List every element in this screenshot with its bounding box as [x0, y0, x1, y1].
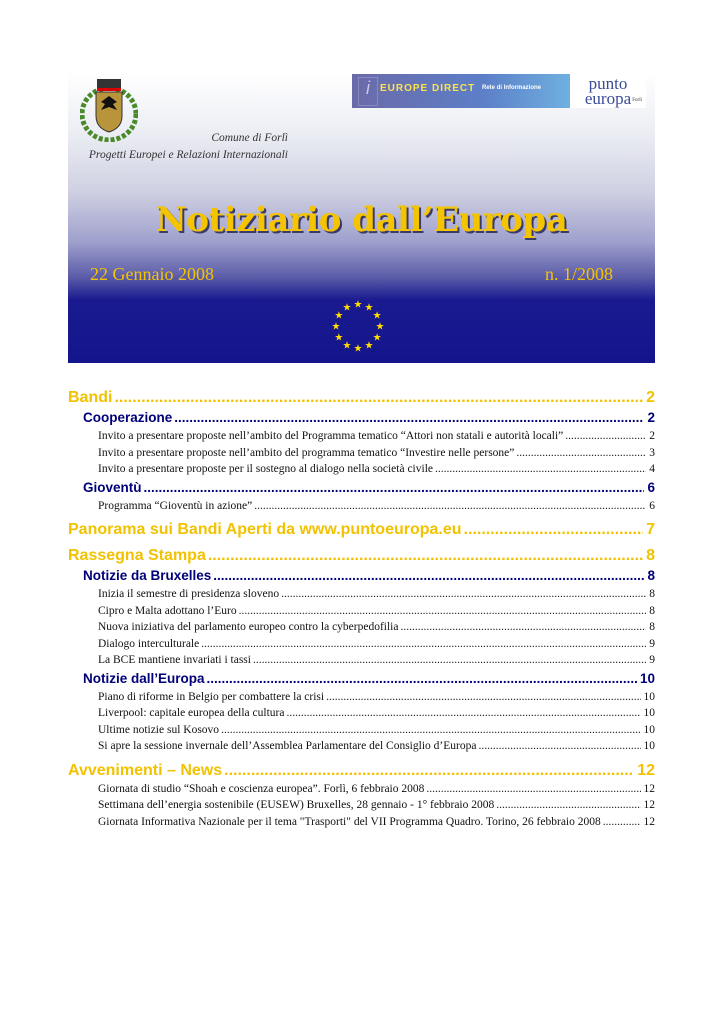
toc-page-number: 12: [640, 797, 655, 814]
toc-page-number: 9: [646, 635, 655, 652]
municipality-name: Comune di Forlì: [211, 132, 288, 144]
toc-page-number: 8: [646, 619, 655, 636]
toc-page-number: 2: [644, 408, 655, 428]
eu-star: ★: [376, 322, 385, 333]
partner-logos: i EUROPE DIRECT Rete di Informazione pun…: [352, 74, 646, 108]
toc-entry-text: Invito a presentare proposte per il sost…: [98, 463, 433, 475]
toc-entry-level1[interactable]: Bandi 2: [68, 388, 655, 408]
forli-coat-of-arms-icon: [80, 79, 138, 142]
toc-entry-text: Bandi: [68, 389, 112, 406]
toc-entry-level3[interactable]: Liverpool: capitale europea della cultur…: [98, 705, 655, 722]
eu-star: ★: [373, 311, 382, 322]
toc-entry-level3[interactable]: Ultime notizie sul Kosovo 10: [98, 721, 655, 738]
eu-stars-icon: ★ ★★★★★★★★★★★: [332, 300, 385, 355]
eu-star: ★: [334, 311, 343, 322]
toc-entry-level3[interactable]: Nuova iniziativa del parlamento europeo …: [98, 619, 655, 636]
eu-star: ★: [332, 322, 341, 333]
toc-entry-level3[interactable]: Giornata Informativa Nazionale per il te…: [98, 813, 655, 830]
toc-page-number: 12: [640, 780, 655, 797]
toc-entry-level2[interactable]: Notizie dall’Europa 10: [83, 668, 655, 689]
toc-page-number: 10: [640, 738, 655, 755]
toc-entry-text: Programma “Gioventù in azione”: [98, 500, 252, 512]
toc-page-number: 3: [646, 444, 655, 461]
toc-entry-level1[interactable]: Rassegna Stampa 8: [68, 546, 655, 566]
toc-entry-level3[interactable]: Invito a presentare proposte per il sost…: [98, 461, 655, 478]
toc-entry-level3[interactable]: Programma “Gioventù in azione” 6: [98, 497, 655, 514]
toc-entry-text: Settimana dell’energia sostenibile (EUSE…: [98, 799, 494, 811]
eu-star: ★: [373, 333, 382, 344]
toc-entry-text: Panorama sui Bandi Aperti da www.puntoeu…: [68, 521, 462, 538]
toc-entry-text: Si apre la sessione invernale dell’Assem…: [98, 740, 476, 752]
toc-page-number: 10: [640, 721, 655, 738]
toc-page-number: 2: [643, 388, 655, 408]
toc-entry-level3[interactable]: Settimana dell’energia sostenibile (EUSE…: [98, 797, 655, 814]
toc-page-number: 8: [646, 586, 655, 603]
toc-entry-level3[interactable]: Invito a presentare proposte nell’ambito…: [98, 444, 655, 461]
punto-europa-logo: punto europa Forlì: [570, 74, 646, 108]
toc-entry-text: Avvenimenti – News: [68, 762, 222, 779]
eu-star: ★: [343, 341, 352, 352]
info-i-icon: i: [358, 77, 378, 106]
toc-entry-level2[interactable]: Cooperazione 2: [83, 408, 655, 428]
toc-entry-text: Giornata di studio “Shoah e coscienza eu…: [98, 783, 424, 795]
toc-entry-text: Notizie da Bruxelles: [83, 568, 211, 583]
toc-entry-level3[interactable]: Giornata di studio “Shoah e coscienza eu…: [98, 780, 655, 797]
toc-entry-text: Liverpool: capitale europea della cultur…: [98, 707, 284, 719]
toc-entry-level3[interactable]: Inizia il semestre di presidenza sloveno…: [98, 586, 655, 603]
toc-entry-text: Ultime notizie sul Kosovo: [98, 724, 219, 736]
issue-number: n. 1/2008: [544, 264, 613, 284]
department-name: Progetti Europei e Relazioni Internazion…: [88, 149, 288, 161]
toc-entry-text: Giornata Informativa Nazionale per il te…: [98, 816, 601, 828]
eu-star: ★: [365, 302, 374, 313]
eu-star: ★: [354, 344, 363, 355]
eu-star: ★: [334, 333, 343, 344]
toc-entry-text: Notizie dall’Europa: [83, 671, 205, 686]
toc-entry-text: Piano di riforme in Belgio per combatter…: [98, 691, 324, 703]
toc-page-number: 2: [646, 428, 655, 445]
toc-page-number: 6: [646, 497, 655, 514]
toc-entry-level3[interactable]: La BCE mantiene invariati i tassi 9: [98, 652, 655, 669]
toc-entry-text: Inizia il semestre di presidenza sloveno: [98, 588, 279, 600]
toc-page-number: 10: [640, 705, 655, 722]
toc-page-number: 8: [643, 546, 655, 566]
toc-entry-level3[interactable]: Dialogo interculturale 9: [98, 635, 655, 652]
toc-entry-level2[interactable]: Notizie da Bruxelles 8: [83, 566, 655, 586]
issue-date: 22 Gennaio 2008: [90, 264, 214, 284]
toc-entry-level3[interactable]: Cipro e Malta adottano l’Euro 8: [98, 602, 655, 619]
toc-entry-text: Dialogo interculturale: [98, 638, 199, 650]
toc-page-number: 7: [643, 520, 655, 540]
toc-page-number: 10: [636, 668, 655, 689]
toc-entry-text: Cooperazione: [83, 410, 172, 425]
toc-page-number: 9: [646, 652, 655, 669]
toc-entry-level3[interactable]: Invito a presentare proposte nell’ambito…: [98, 428, 655, 445]
toc-page-number: 8: [646, 602, 655, 619]
europe-direct-logo: i EUROPE DIRECT Rete di Informazione: [352, 74, 570, 108]
toc-entry-text: La BCE mantiene invariati i tassi: [98, 654, 251, 666]
toc-entry-text: Invito a presentare proposte nell’ambito…: [98, 430, 563, 442]
eu-star: ★: [365, 341, 374, 352]
toc-entry-level3[interactable]: Piano di riforme in Belgio per combatter…: [98, 688, 655, 705]
toc-entry-text: Cipro e Malta adottano l’Euro: [98, 605, 237, 617]
eu-star: ★: [343, 302, 352, 313]
toc-page-number: 12: [634, 760, 655, 781]
toc-entry-text: Invito a presentare proposte nell’ambito…: [98, 447, 514, 459]
toc-entry-level1[interactable]: Avvenimenti – News 12: [68, 760, 655, 781]
eu-star: ★: [354, 300, 363, 311]
table-of-contents: Bandi 2 Cooperazione 2 Invito a presentare p…: [68, 388, 655, 830]
toc-entry-text: Gioventù: [83, 480, 142, 495]
toc-entry-text: Nuova iniziativa del parlamento europeo …: [98, 621, 398, 633]
organization-block: Comune di Forlì Progetti Europei e Relaz…: [78, 130, 288, 164]
toc-page-number: 8: [644, 566, 655, 586]
toc-page-number: 4: [646, 461, 655, 478]
toc-entry-level1[interactable]: Panorama sui Bandi Aperti da www.puntoeu…: [68, 520, 655, 540]
toc-entry-level3[interactable]: Si apre la sessione invernale dell’Assem…: [98, 738, 655, 755]
toc-page-number: 6: [644, 477, 655, 498]
toc-entry-level2[interactable]: Gioventù 6: [83, 477, 655, 498]
masthead-banner: Comune di Forlì Progetti Europei e Relaz…: [68, 72, 655, 363]
newsletter-title: Notiziario dall’Europa: [155, 200, 568, 240]
toc-page-number: 10: [640, 688, 655, 705]
toc-entry-text: Rassegna Stampa: [68, 547, 206, 564]
toc-page-number: 12: [640, 813, 655, 830]
